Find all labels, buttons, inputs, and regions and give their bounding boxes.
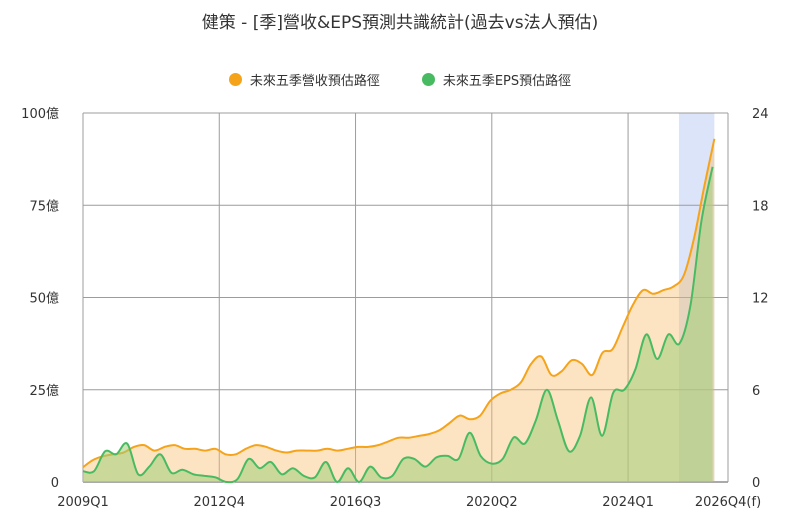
x-tick-label: 2012Q4 [193, 495, 245, 510]
y-left-tick-label: 100億 [21, 106, 59, 122]
y-left-tick-label: 75億 [29, 198, 59, 214]
series-revenue-line [82, 138, 716, 469]
legend-eps-label: 未來五季EPS預估路徑 [442, 73, 572, 89]
legend-revenue-dot-icon [228, 72, 242, 86]
y-right-tick-label: 18 [752, 199, 769, 214]
y-right-tick-label: 24 [752, 107, 769, 122]
x-tick-label: 2024Q1 [602, 495, 654, 510]
y-left-tick-label: 25億 [29, 383, 59, 399]
legend-item-eps[interactable]: 未來五季EPS預估路徑 [421, 70, 572, 89]
y-right-tick-label: 0 [752, 476, 760, 491]
chart-title: 健策 - [季]營收&EPS預測共識統計(過去vs法人預估) [201, 13, 599, 33]
legend: 未來五季營收預估路徑 未來五季EPS預估路徑 [0, 67, 800, 91]
series-revenue-area [83, 138, 715, 483]
y-left-tick-label: 50億 [29, 291, 59, 307]
y-left-tick-label: 0 [51, 476, 59, 491]
x-tick-label: 2026Q4(f) [695, 495, 761, 510]
legend-revenue-label: 未來五季營收預估路徑 [249, 73, 380, 89]
legend-eps-dot-icon [421, 72, 435, 86]
series-eps-area [83, 166, 713, 483]
x-tick-label: 2016Q3 [330, 495, 382, 510]
y-right-tick-label: 6 [752, 384, 760, 399]
y-right-tick-label: 12 [752, 292, 769, 307]
series-eps-line [82, 166, 714, 484]
x-tick-label: 2009Q1 [57, 495, 109, 510]
x-tick-label: 2020Q2 [466, 495, 518, 510]
legend-item-revenue[interactable]: 未來五季營收預估路徑 [228, 70, 380, 89]
